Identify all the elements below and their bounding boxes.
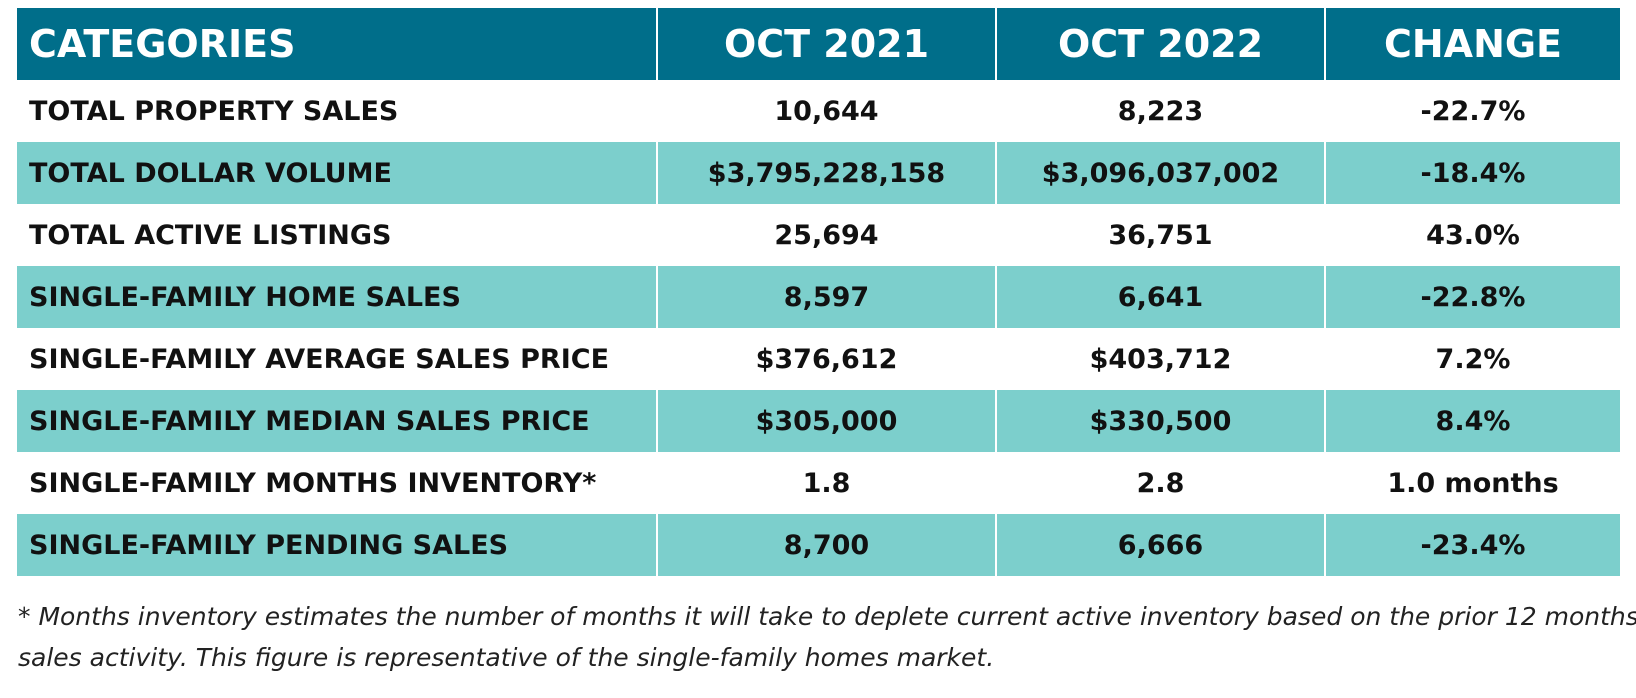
row-label: SINGLE-FAMILY MONTHS INVENTORY* [17, 452, 658, 514]
footnote: sales activity. This figure is represent… [18, 643, 995, 672]
cell: 8,597 [656, 266, 997, 328]
row-label: SINGLE-FAMILY PENDING SALES [17, 514, 658, 576]
column-header: OCT 2021 [656, 8, 997, 80]
cell: -18.4% [1324, 142, 1620, 204]
cell: -23.4% [1324, 514, 1620, 576]
row-label: SINGLE-FAMILY HOME SALES [17, 266, 658, 328]
cell: 8.4% [1324, 390, 1620, 452]
cell: 7.2% [1324, 328, 1620, 390]
table-row: SINGLE-FAMILY MONTHS INVENTORY* 1.8 2.8 1.0… [17, 452, 1620, 514]
column-header: OCT 2022 [995, 8, 1326, 80]
row-label: TOTAL DOLLAR VOLUME [17, 142, 658, 204]
row-label: SINGLE-FAMILY AVERAGE SALES PRICE [17, 328, 658, 390]
header-row: CATEGORIES OCT 2021 OCT 2022 CHANGE [17, 8, 1620, 80]
cell: $3,096,037,002 [995, 142, 1326, 204]
cell: -22.7% [1324, 80, 1620, 142]
row-label: TOTAL PROPERTY SALES [17, 80, 658, 142]
cell: $376,612 [656, 328, 997, 390]
table-row: TOTAL PROPERTY SALES 10,644 8,223 -22.7% [17, 80, 1620, 142]
table-row: SINGLE-FAMILY MEDIAN SALES PRICE $305,000… [17, 390, 1620, 452]
cell: 6,641 [995, 266, 1326, 328]
cell: 8,223 [995, 80, 1326, 142]
cell: 1.0 months [1324, 452, 1620, 514]
table-row: SINGLE-FAMILY PENDING SALES 8,700 6,666 -23… [17, 514, 1620, 576]
cell: $305,000 [656, 390, 997, 452]
cell: -22.8% [1324, 266, 1620, 328]
cell: 25,694 [656, 204, 997, 266]
cell: $3,795,228,158 [656, 142, 997, 204]
column-header: CHANGE [1324, 8, 1620, 80]
cell: $330,500 [995, 390, 1326, 452]
table-body: TOTAL PROPERTY SALES 10,644 8,223 -22.7% TOT… [17, 80, 1620, 576]
cell: 43.0% [1324, 204, 1620, 266]
row-label: TOTAL ACTIVE LISTINGS [17, 204, 658, 266]
table-row: SINGLE-FAMILY HOME SALES 8,597 6,641 -22.8% [17, 266, 1620, 328]
column-header: CATEGORIES [17, 8, 658, 80]
table-row: SINGLE-FAMILY AVERAGE SALES PRICE $376,61… [17, 328, 1620, 390]
cell: 8,700 [656, 514, 997, 576]
cell: $403,712 [995, 328, 1326, 390]
row-label: SINGLE-FAMILY MEDIAN SALES PRICE [17, 390, 658, 452]
cell: 6,666 [995, 514, 1326, 576]
cell: 2.8 [995, 452, 1326, 514]
cell: 1.8 [656, 452, 997, 514]
table-row: TOTAL ACTIVE LISTINGS 25,694 36,751 43.0% [17, 204, 1620, 266]
footnote: * Months inventory estimates the number … [18, 602, 1636, 631]
data-table: CATEGORIES OCT 2021 OCT 2022 CHANGE TOTAL P… [17, 8, 1620, 576]
cell: 10,644 [656, 80, 997, 142]
table-row: TOTAL DOLLAR VOLUME $3,795,228,158 $3,096,… [17, 142, 1620, 204]
cell: 36,751 [995, 204, 1326, 266]
